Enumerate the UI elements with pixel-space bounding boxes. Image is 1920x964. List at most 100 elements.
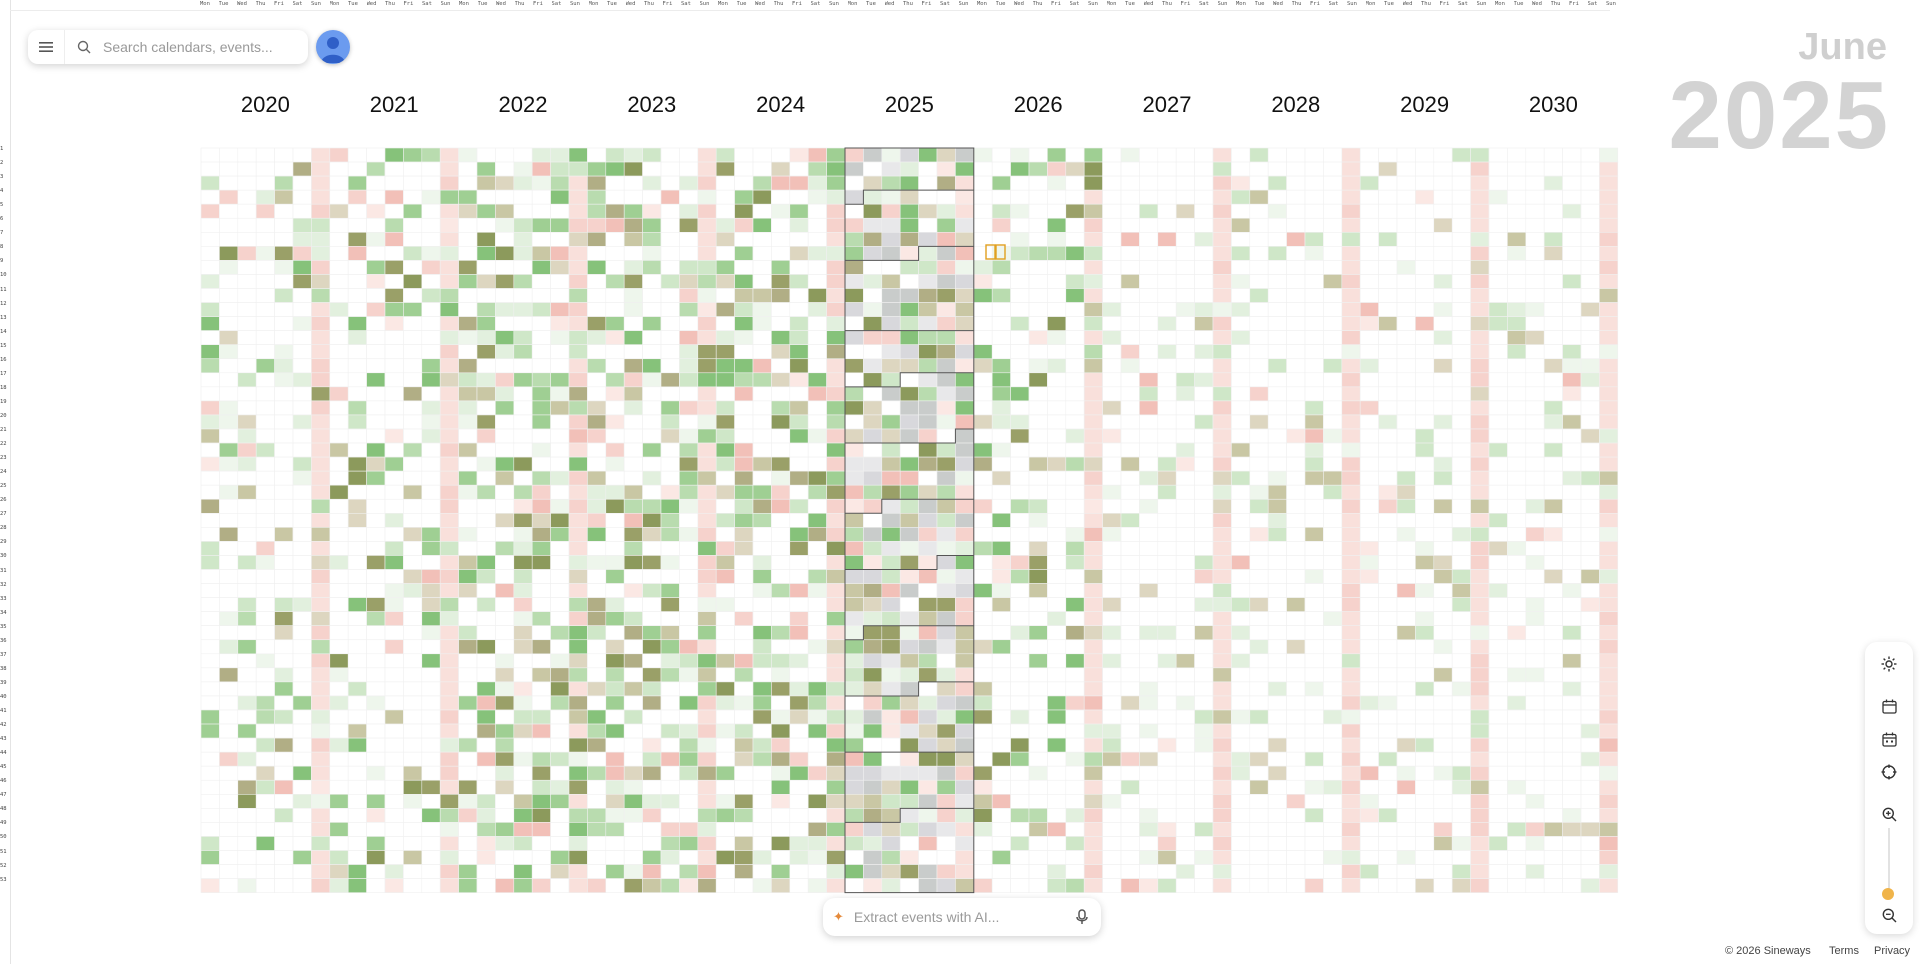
- day-cell[interactable]: [421, 470, 441, 486]
- day-cell[interactable]: [642, 189, 662, 205]
- day-cell[interactable]: [807, 330, 827, 345]
- day-cell[interactable]: [973, 246, 993, 261]
- day-cell[interactable]: [458, 484, 478, 500]
- day-cell[interactable]: [421, 793, 441, 809]
- day-cell[interactable]: [660, 217, 680, 233]
- day-cell[interactable]: [1157, 203, 1177, 219]
- search-input[interactable]: [101, 38, 305, 56]
- day-cell[interactable]: [991, 217, 1011, 233]
- day-cell[interactable]: [955, 709, 975, 725]
- day-cell[interactable]: [1120, 316, 1140, 331]
- day-cell[interactable]: [642, 597, 662, 612]
- day-cell[interactable]: [1341, 569, 1361, 584]
- day-cell[interactable]: [311, 246, 331, 261]
- day-cell[interactable]: [274, 512, 294, 528]
- day-cell[interactable]: [1304, 667, 1324, 683]
- day-cell[interactable]: [1359, 428, 1379, 444]
- day-cell[interactable]: [1139, 611, 1159, 627]
- day-cell[interactable]: [237, 161, 257, 177]
- day-cell[interactable]: [587, 330, 607, 345]
- day-cell[interactable]: [1286, 288, 1306, 303]
- day-cell[interactable]: [1231, 386, 1251, 402]
- day-cell[interactable]: [1267, 779, 1287, 795]
- day-cell[interactable]: [1194, 765, 1214, 781]
- day-cell[interactable]: [807, 147, 827, 163]
- day-cell[interactable]: [1341, 175, 1361, 191]
- day-cell[interactable]: [531, 653, 551, 669]
- day-cell[interactable]: [292, 288, 312, 303]
- day-cell[interactable]: [1102, 667, 1122, 683]
- day-cell[interactable]: [697, 386, 717, 402]
- day-cell[interactable]: [1157, 555, 1177, 570]
- day-cell[interactable]: [899, 779, 919, 795]
- day-cell[interactable]: [1120, 147, 1140, 163]
- day-cell[interactable]: [1415, 695, 1435, 711]
- day-cell[interactable]: [1580, 330, 1600, 345]
- day-cell[interactable]: [1488, 274, 1508, 289]
- day-cell[interactable]: [1507, 541, 1527, 556]
- day-cell[interactable]: [1433, 850, 1453, 865]
- day-cell[interactable]: [1359, 302, 1379, 317]
- day-cell[interactable]: [1433, 302, 1453, 317]
- day-cell[interactable]: [476, 583, 496, 598]
- day-cell[interactable]: [1396, 681, 1416, 697]
- day-cell[interactable]: [1065, 456, 1085, 472]
- day-cell[interactable]: [1488, 217, 1508, 233]
- day-cell[interactable]: [587, 681, 607, 697]
- day-cell[interactable]: [1470, 456, 1490, 472]
- day-cell[interactable]: [1341, 878, 1361, 893]
- day-cell[interactable]: [752, 302, 772, 317]
- day-cell[interactable]: [1396, 808, 1416, 823]
- day-cell[interactable]: [918, 372, 938, 388]
- day-cell[interactable]: [439, 400, 459, 416]
- day-cell[interactable]: [1212, 681, 1232, 697]
- day-cell[interactable]: [292, 316, 312, 331]
- day-cell[interactable]: [1157, 527, 1177, 542]
- day-cell[interactable]: [1102, 681, 1122, 697]
- day-cell[interactable]: [1157, 695, 1177, 711]
- day-cell[interactable]: [1470, 175, 1490, 191]
- day-cell[interactable]: [1212, 541, 1232, 556]
- day-cell[interactable]: [1175, 330, 1195, 345]
- day-cell[interactable]: [1562, 470, 1582, 486]
- day-cell[interactable]: [1323, 779, 1343, 795]
- day-cell[interactable]: [1507, 246, 1527, 261]
- day-cell[interactable]: [752, 147, 772, 163]
- day-cell[interactable]: [936, 597, 956, 612]
- day-cell[interactable]: [1451, 639, 1471, 655]
- day-cell[interactable]: [200, 400, 220, 416]
- day-cell[interactable]: [807, 288, 827, 303]
- day-cell[interactable]: [219, 793, 239, 809]
- day-cell[interactable]: [1157, 147, 1177, 163]
- day-cell[interactable]: [237, 836, 257, 851]
- day-cell[interactable]: [697, 822, 717, 837]
- day-cell[interactable]: [255, 484, 275, 500]
- day-cell[interactable]: [1102, 386, 1122, 402]
- day-cell[interactable]: [274, 189, 294, 205]
- day-cell[interactable]: [1194, 611, 1214, 627]
- day-cell[interactable]: [1341, 765, 1361, 781]
- day-cell[interactable]: [1378, 625, 1398, 641]
- day-cell[interactable]: [973, 695, 993, 711]
- day-cell[interactable]: [1507, 203, 1527, 219]
- day-cell[interactable]: [605, 737, 625, 753]
- day-cell[interactable]: [458, 175, 478, 191]
- day-cell[interactable]: [881, 232, 901, 247]
- day-cell[interactable]: [1562, 723, 1582, 739]
- day-cell[interactable]: [1599, 372, 1619, 388]
- day-cell[interactable]: [679, 161, 699, 177]
- day-cell[interactable]: [1433, 246, 1453, 261]
- day-cell[interactable]: [1323, 484, 1343, 500]
- day-cell[interactable]: [1415, 653, 1435, 669]
- day-cell[interactable]: [697, 330, 717, 345]
- day-cell[interactable]: [1599, 527, 1619, 542]
- day-cell[interactable]: [274, 147, 294, 163]
- day-cell[interactable]: [789, 850, 809, 865]
- day-cell[interactable]: [458, 189, 478, 205]
- day-cell[interactable]: [255, 864, 275, 879]
- day-cell[interactable]: [1157, 246, 1177, 261]
- day-cell[interactable]: [955, 470, 975, 486]
- day-cell[interactable]: [403, 470, 423, 486]
- day-cell[interactable]: [1212, 316, 1232, 331]
- day-cell[interactable]: [1231, 723, 1251, 739]
